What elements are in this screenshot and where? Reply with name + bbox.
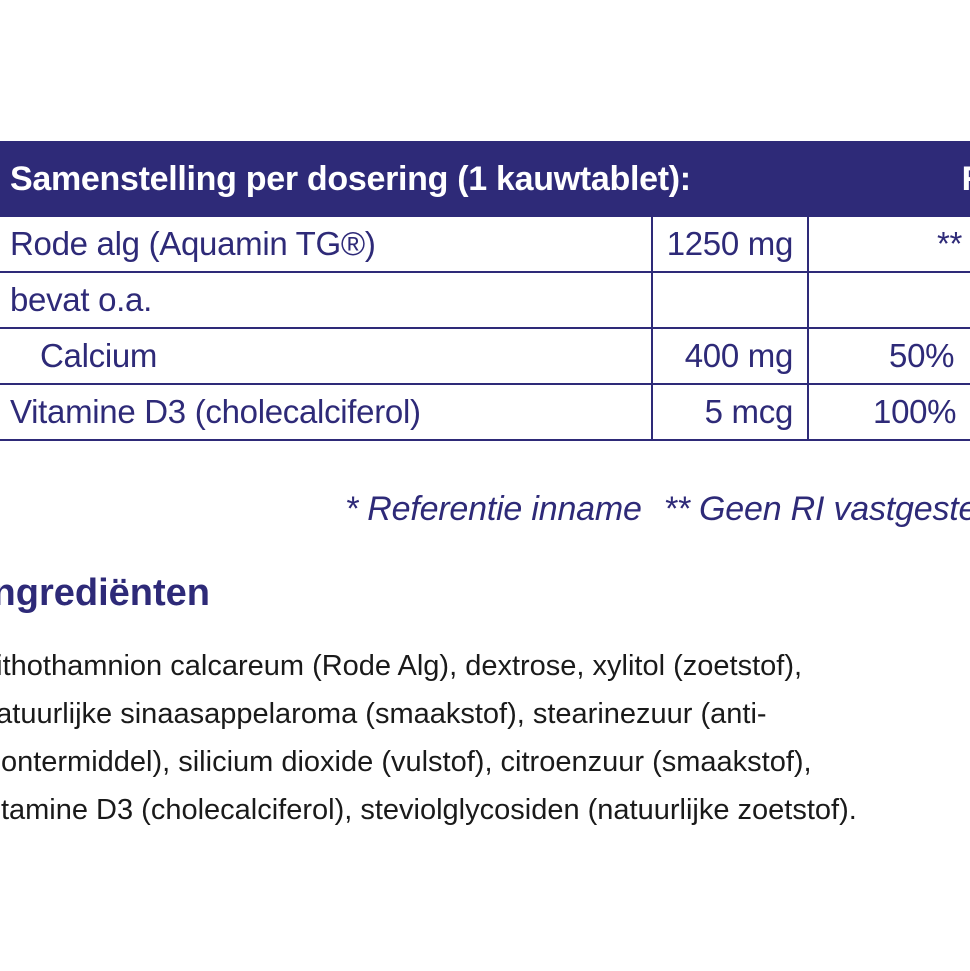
ingredient-name: Rode alg (Aquamin TG®)	[0, 215, 653, 273]
ingredients-title: Ingrediënten	[0, 572, 211, 614]
table-row: Rode alg (Aquamin TG®) 1250 mg **	[0, 215, 970, 273]
ingredients-line: Lithothamnion calcareum (Rode Alg), dext…	[0, 650, 803, 682]
ingredients-line: vitamine D3 (cholecalciferol), steviolgl…	[0, 794, 857, 826]
ingredients-line: natuurlijke sinaasappelaroma (smaakstof)…	[0, 698, 767, 730]
ingredient-amount: 5 mcg	[650, 383, 810, 441]
ingredient-name: bevat o.a.	[0, 271, 653, 329]
ingredient-ri	[807, 271, 970, 329]
supplement-facts-table: Samenstelling per dosering (1 kauwtablet…	[0, 141, 970, 441]
table-row: Calcium 400 mg 50%	[0, 327, 970, 385]
table-row: bevat o.a.	[0, 271, 970, 329]
composition-header: Samenstelling per dosering (1 kauwtablet…	[0, 141, 810, 217]
ingredient-amount	[650, 271, 810, 329]
table-row: Vitamine D3 (cholecalciferol) 5 mcg 100%	[0, 383, 970, 441]
ingredient-amount: 1250 mg	[650, 215, 810, 273]
ingredients-line: klontermiddel), silicium dioxide (vulsto…	[0, 746, 812, 778]
ingredient-name: Calcium	[0, 327, 653, 385]
ingredient-ri: **	[807, 215, 970, 273]
ingredients-list: Lithothamnion calcareum (Rode Alg), dext…	[0, 642, 970, 834]
table-footnotes: * Referentie inname ** Geen RI vastgestel…	[345, 490, 970, 529]
footnote-no-ri: ** Geen RI vastgesteld	[663, 490, 970, 528]
ingredient-ri: 100%	[807, 383, 970, 441]
ingredient-name: Vitamine D3 (cholecalciferol)	[0, 383, 653, 441]
ingredient-amount: 400 mg	[650, 327, 810, 385]
footnote-ri: * Referentie inname	[345, 490, 642, 528]
ri-header: RI*	[807, 141, 970, 217]
ingredient-ri: 50%	[807, 327, 970, 385]
table-header-row: Samenstelling per dosering (1 kauwtablet…	[0, 141, 970, 217]
